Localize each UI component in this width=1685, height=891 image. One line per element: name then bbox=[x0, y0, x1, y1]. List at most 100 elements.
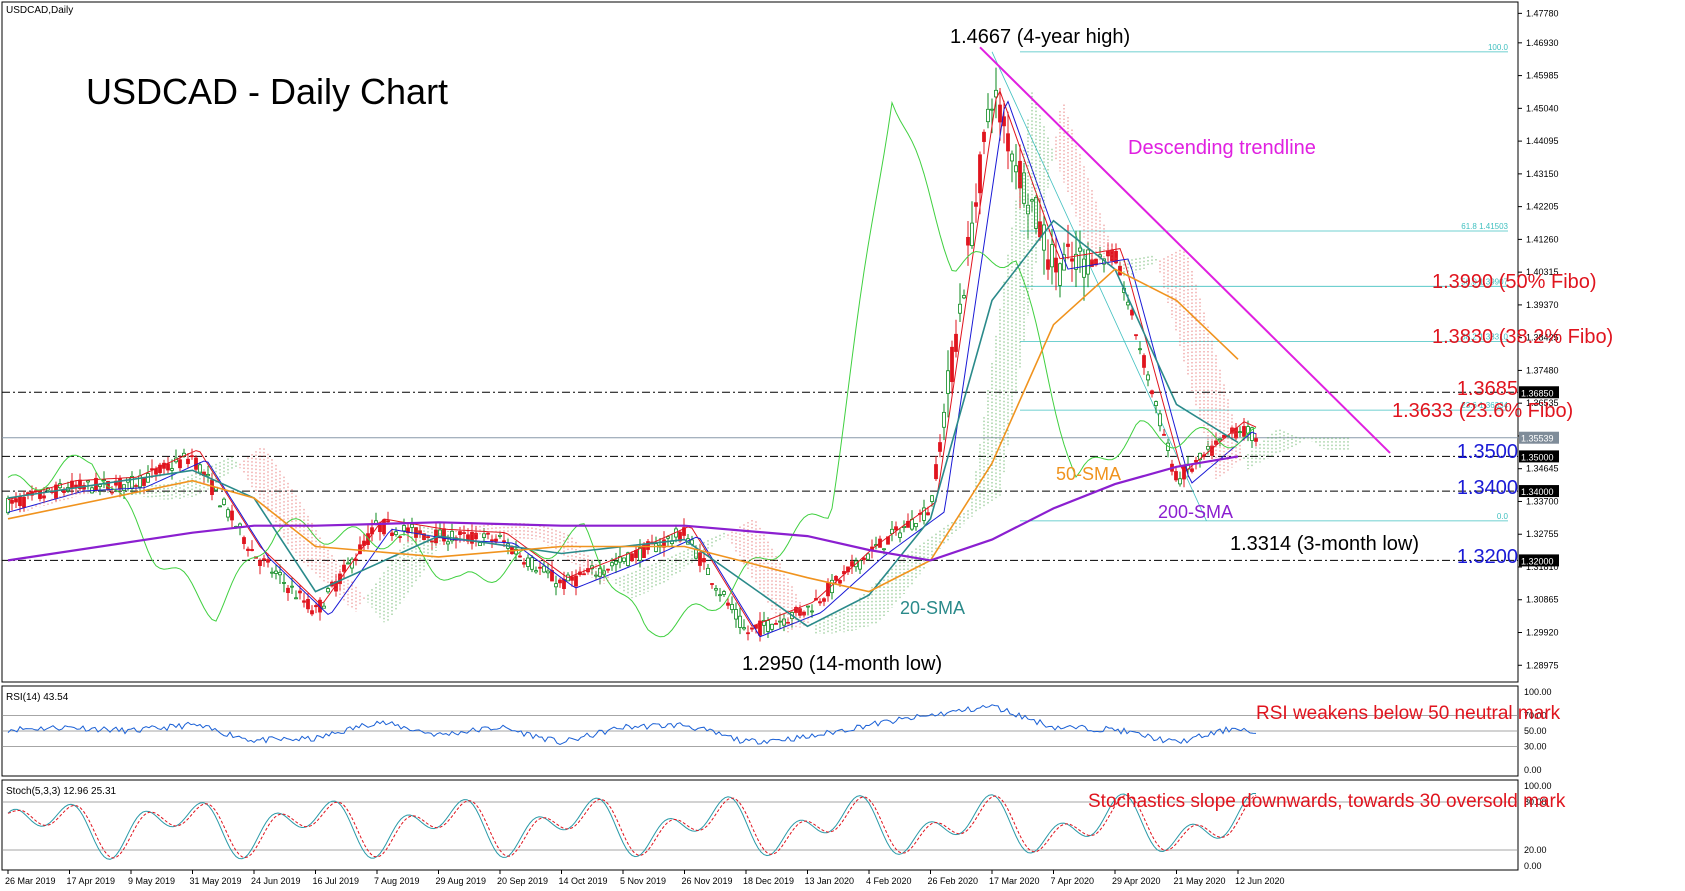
date-tick-label: 13 Jan 2020 bbox=[805, 876, 855, 886]
candle-body bbox=[934, 464, 938, 480]
candle-body bbox=[270, 571, 274, 574]
price-tick-label: 1.38425 bbox=[1526, 333, 1559, 343]
candle-body bbox=[926, 512, 930, 516]
candle-body bbox=[386, 520, 390, 523]
price-tag-box bbox=[1519, 386, 1559, 399]
candle-body bbox=[554, 583, 558, 588]
candle-body bbox=[546, 570, 550, 574]
candle-body bbox=[734, 609, 738, 620]
price-tag-label: 1.34000 bbox=[1521, 487, 1554, 497]
candle-body bbox=[822, 598, 826, 602]
candle-body bbox=[422, 533, 426, 540]
candle-body bbox=[406, 527, 410, 534]
candle-body bbox=[1050, 244, 1054, 268]
stoch-plot-area bbox=[2, 793, 1518, 860]
candle-body bbox=[502, 540, 506, 543]
candle-body bbox=[722, 591, 726, 595]
candle-body bbox=[882, 548, 886, 551]
candle-body bbox=[1146, 374, 1150, 381]
annotation-1-35: 1.3500 bbox=[1457, 441, 1518, 463]
candle-body bbox=[142, 477, 146, 486]
price-tick-label: 1.44095 bbox=[1526, 136, 1559, 146]
candle-body bbox=[266, 559, 270, 563]
candle-body bbox=[998, 104, 1002, 123]
candle-body bbox=[1054, 257, 1058, 273]
price-tick-label: 1.40315 bbox=[1526, 267, 1559, 277]
candle-body bbox=[730, 604, 734, 610]
candle-body bbox=[930, 495, 934, 502]
candle-body bbox=[1046, 259, 1050, 270]
candle-body bbox=[798, 608, 802, 616]
candle-body bbox=[962, 295, 966, 299]
candle-body bbox=[630, 553, 634, 562]
candle-body bbox=[622, 557, 626, 562]
candle-body bbox=[766, 620, 770, 632]
candle-body bbox=[426, 536, 430, 539]
candle-body bbox=[190, 455, 194, 458]
candle-body bbox=[186, 458, 190, 465]
candle-body bbox=[302, 600, 306, 603]
candle-body bbox=[850, 561, 854, 567]
fib-level-label: 0.0 bbox=[1497, 512, 1509, 521]
candle-body bbox=[530, 557, 534, 570]
candle-body bbox=[474, 532, 478, 540]
rsi-title: RSI(14) 43.54 bbox=[6, 692, 69, 703]
price-tick-label: 1.45040 bbox=[1526, 103, 1559, 113]
price-tick-label: 1.28975 bbox=[1526, 660, 1559, 670]
candle-body bbox=[574, 575, 578, 587]
candle-body bbox=[1254, 438, 1258, 442]
annotation-sma50: 50-SMA bbox=[1056, 464, 1121, 484]
candle-body bbox=[614, 560, 618, 565]
price-tick-label: 1.31810 bbox=[1526, 562, 1559, 572]
fib-level-label: 61.8 1.41503 bbox=[1461, 222, 1508, 231]
candle-body bbox=[710, 583, 714, 585]
date-tick-label: 31 May 2019 bbox=[190, 876, 242, 886]
candle-body bbox=[274, 570, 278, 574]
price-tick-label: 1.46930 bbox=[1526, 38, 1559, 48]
fib-level-label: 50.0 1.39907 bbox=[1461, 277, 1508, 286]
candle-body bbox=[1238, 431, 1242, 434]
price-tag-box bbox=[1519, 431, 1559, 444]
candle-body bbox=[450, 530, 454, 542]
candle-body bbox=[990, 108, 994, 111]
candle-body bbox=[38, 490, 42, 499]
candle-body bbox=[606, 568, 610, 571]
candle-body bbox=[306, 598, 310, 610]
candle-body bbox=[262, 558, 266, 561]
candle-body bbox=[470, 531, 474, 544]
price-tag-box bbox=[1519, 485, 1559, 498]
candle-body bbox=[342, 564, 346, 572]
candle-body bbox=[1178, 478, 1182, 485]
price-tick-label: 1.43150 bbox=[1526, 169, 1559, 179]
sma-line-50 bbox=[7, 268, 1239, 593]
chikou-span-line bbox=[7, 100, 1257, 638]
annotation-sma200: 200-SMA bbox=[1158, 502, 1233, 522]
price-tick-label: 1.39370 bbox=[1526, 300, 1559, 310]
candle-body bbox=[490, 539, 494, 542]
price-tick-label: 1.37480 bbox=[1526, 365, 1559, 375]
candle-body bbox=[346, 562, 350, 565]
price-tick-label: 1.29920 bbox=[1526, 628, 1559, 638]
candle-body bbox=[706, 567, 710, 575]
chart-title: USDCAD - Daily Chart bbox=[86, 71, 448, 112]
date-tick-label: 14 Oct 2019 bbox=[559, 876, 608, 886]
rsi-tick-label: 100.00 bbox=[1524, 687, 1552, 697]
candle-body bbox=[862, 557, 866, 561]
date-tick-label: 29 Apr 2020 bbox=[1112, 876, 1161, 886]
candle-body bbox=[218, 505, 222, 508]
candle-body bbox=[1074, 253, 1078, 270]
fib-level-label: 38.2 1.38310 bbox=[1461, 333, 1508, 342]
candle-body bbox=[714, 588, 718, 591]
date-tick-label: 17 Apr 2019 bbox=[67, 876, 116, 886]
candle-body bbox=[170, 468, 174, 471]
price-tick-label: 1.34645 bbox=[1526, 464, 1559, 474]
rsi-tick-label: 0.00 bbox=[1524, 765, 1542, 775]
stoch-title: Stoch(5,3,3) 12.96 25.31 bbox=[6, 786, 117, 797]
candle-body bbox=[286, 587, 290, 594]
candle-body bbox=[906, 520, 910, 528]
price-tick-label: 1.42205 bbox=[1526, 202, 1559, 212]
candle-body bbox=[350, 558, 354, 569]
candle-body bbox=[966, 236, 970, 246]
candle-body bbox=[326, 588, 330, 593]
annotation-fib50: 1.3990 (50% Fibo) bbox=[1432, 271, 1597, 293]
